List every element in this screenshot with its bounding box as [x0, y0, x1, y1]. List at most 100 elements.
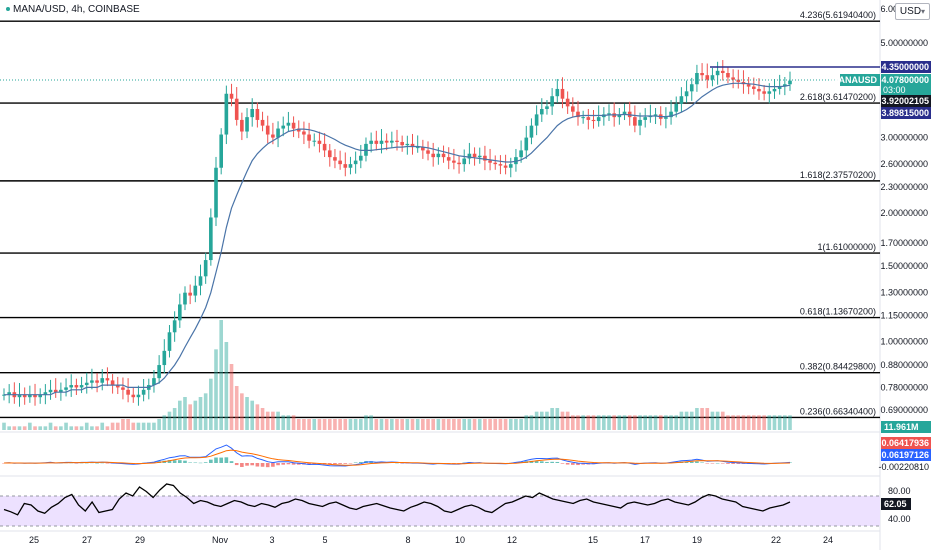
candle-body — [105, 378, 110, 381]
svg-text:MANAUSD: MANAUSD — [831, 75, 877, 85]
candle-body — [395, 140, 399, 142]
volume-bar — [431, 419, 436, 430]
volume-bar — [783, 415, 787, 430]
candle-body — [43, 392, 48, 395]
fib-label: 0.236(0.66340400) — [800, 406, 876, 416]
volume-bar — [312, 419, 317, 430]
volume-bar — [617, 415, 622, 430]
symbol-title-text: MANA/USD, 4h, COINBASE — [13, 4, 140, 15]
candle-body — [736, 79, 741, 82]
candle-body — [167, 332, 172, 351]
candle-body — [90, 380, 94, 383]
candle-body — [338, 160, 342, 165]
volume-bar — [43, 426, 48, 430]
candle-body — [689, 84, 694, 92]
candle-body — [265, 125, 270, 135]
candle-body — [643, 117, 648, 120]
volume-bar — [596, 415, 601, 430]
volume-bar — [38, 426, 43, 430]
macd-histogram-bar — [534, 460, 539, 463]
last-price-box: 4.07800000 03:00 — [881, 74, 931, 95]
volume-bar — [508, 419, 513, 430]
candle-body — [477, 155, 482, 158]
macd-histogram-bar — [731, 463, 735, 464]
currency-selector[interactable]: USD▾ — [895, 3, 930, 20]
volume-bar — [767, 415, 772, 430]
time-tick-label: Nov — [212, 535, 229, 545]
macd-histogram-bar — [291, 463, 296, 465]
volume-bar — [565, 411, 570, 430]
volume-bar — [79, 426, 84, 430]
volume-bar — [131, 422, 136, 430]
candle-body — [400, 141, 404, 146]
macd-histogram-bar — [178, 460, 182, 463]
volume-bar — [390, 419, 394, 430]
resistance-price-box: 4.35000000 — [881, 61, 931, 73]
candle-body — [767, 91, 772, 94]
price-tick-label: 1.50000000 — [880, 261, 928, 271]
candle-body — [783, 84, 787, 87]
volume-bar — [353, 419, 358, 430]
volume-bar — [669, 415, 673, 430]
time-tick-label: 8 — [405, 535, 410, 545]
candle-body — [7, 392, 11, 395]
volume-bar — [348, 419, 353, 430]
volume-bar — [276, 411, 280, 430]
volume-bar — [84, 422, 89, 430]
macd-histogram-bar — [333, 463, 337, 465]
macd-histogram-bar — [539, 461, 544, 463]
candle-body — [260, 119, 265, 126]
volume-bar — [467, 419, 472, 430]
candle-body — [312, 140, 317, 142]
candle-body — [152, 378, 156, 386]
volume-bar — [658, 415, 663, 430]
volume-bar — [146, 422, 151, 430]
macd-histogram-bar — [395, 462, 399, 464]
volume-bar — [586, 415, 591, 430]
candle-body — [48, 389, 53, 393]
macd-histogram-bar — [571, 463, 575, 465]
candle-body — [131, 394, 136, 398]
price-tick-label: 0.69000000 — [880, 405, 928, 415]
macd-histogram-bar — [348, 463, 353, 464]
candle-body — [529, 125, 534, 138]
macd-histogram-bar — [250, 463, 255, 466]
candle-body — [586, 117, 591, 120]
symbol-title[interactable]: MANA/USD, 4h, COINBASE — [6, 4, 140, 15]
macd-histogram-bar — [550, 461, 554, 463]
candle-body — [317, 140, 322, 144]
svg-text:0.06417936: 0.06417936 — [881, 438, 929, 448]
volume-bar — [400, 419, 404, 430]
volume-bar — [384, 419, 389, 430]
volume-bar — [684, 411, 689, 430]
candle-body — [664, 117, 668, 119]
candle-body — [555, 88, 560, 97]
candle-body — [472, 153, 477, 158]
macd-histogram-bar — [105, 463, 110, 464]
volume-bar — [152, 422, 156, 430]
volume-bar — [307, 419, 311, 430]
candle-body — [84, 382, 89, 386]
candle-body — [498, 164, 503, 166]
svg-text:3.92002105: 3.92002105 — [881, 96, 929, 106]
candle-body — [291, 122, 296, 129]
time-tick-label: 12 — [507, 535, 517, 545]
candle-body — [250, 109, 255, 118]
candle-body — [441, 153, 446, 158]
volume-bar — [12, 426, 17, 430]
candle-body — [136, 394, 141, 398]
macd-histogram-bar — [95, 462, 99, 464]
svg-text:4.07800000: 4.07800000 — [881, 75, 929, 85]
price-tick-label: 2.00000000 — [880, 208, 928, 218]
candle-body — [695, 73, 699, 85]
level-b-box: 3.89815000 — [881, 107, 931, 119]
candle-body — [746, 84, 751, 87]
volume-bar — [338, 419, 342, 430]
macd-histogram-bar — [726, 463, 730, 464]
volume-bar — [555, 408, 560, 430]
candle-body — [596, 117, 601, 122]
candle-body — [788, 80, 792, 85]
volume-bar — [322, 419, 327, 430]
candle-body — [53, 389, 58, 393]
